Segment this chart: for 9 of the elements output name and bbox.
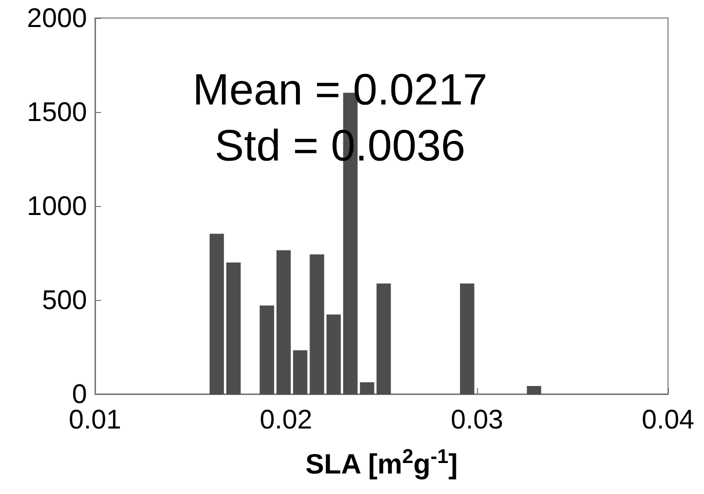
x-axis-title: SLA [m$^{2}$g$^{-1}$] [304,446,459,480]
y-tick-label: 2000 [26,3,87,33]
x-tick-label: 0.02 [260,404,312,434]
y-tick-label: 1500 [26,97,87,127]
y-tick-label: 1000 [26,191,87,221]
x-tick-label: 0.03 [450,404,504,434]
y-tick-label: 500 [42,285,87,315]
annotation: Mean = 0.0217 [192,66,488,114]
x-tick-label: 0.04 [642,404,694,434]
